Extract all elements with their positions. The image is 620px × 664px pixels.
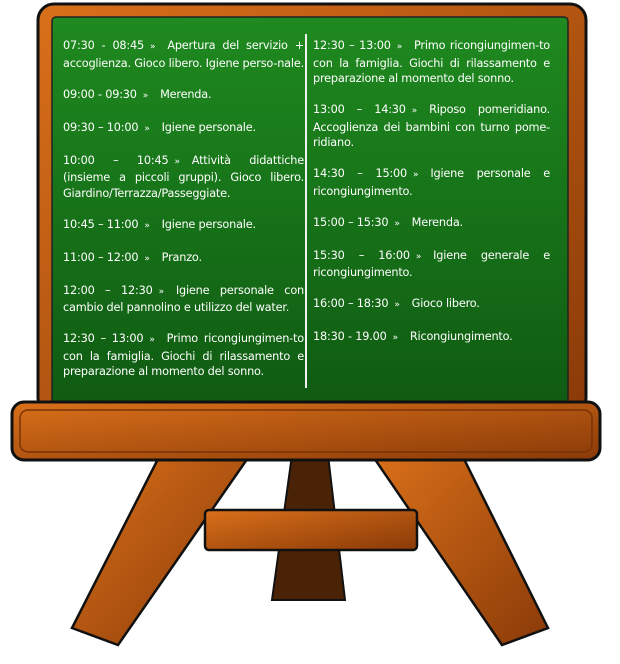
activity: Igiene personale. xyxy=(161,217,256,231)
schedule-entry: 18:30 - 19.00 » Ricongiungimento. xyxy=(313,329,550,347)
activity: Attività didattiche (insieme a piccoli g… xyxy=(63,153,305,200)
arrow-icon: » xyxy=(144,220,150,231)
arrow-icon: » xyxy=(149,335,155,345)
crossbar xyxy=(203,508,419,552)
schedule-entry: 15:30 – 16:00 » Igiene generale e ricongiu… xyxy=(313,248,550,281)
schedule-entry: 07:30 - 08:45 » Apertura del servizio + ac… xyxy=(63,38,304,71)
time-range: 12:30 – 13:00 xyxy=(313,39,391,52)
time-range: 10:45 – 11:00 xyxy=(63,217,139,231)
activity: Igiene personale e ricongiungimento. xyxy=(313,167,550,198)
arrow-icon: » xyxy=(174,156,180,167)
schedule-entry: 15:00 – 15:30 » Merenda. xyxy=(313,215,550,233)
schedule-entry: 13:00 – 14:30 » Riposo pomeridiano. Accogl… xyxy=(313,102,550,151)
schedule-right-column: 12:30 – 13:00» Primo ricongiungimen-to co… xyxy=(313,38,550,362)
arrow-icon: » xyxy=(394,218,400,229)
arrow-icon: » xyxy=(144,253,150,264)
time-range: 10:00 – 10:45 xyxy=(63,153,169,167)
schedule-entry: 16:00 – 18:30 » Gioco libero. xyxy=(313,296,550,314)
activity: Apertura del servizio + accoglienza. Gio… xyxy=(63,39,304,70)
activity: Merenda. xyxy=(160,87,212,101)
arrow-icon: » xyxy=(411,106,418,116)
time-range: 07:30 - 08:45 xyxy=(63,39,144,52)
schedule-left-column: 07:30 - 08:45» Apertura del servizio + ac… xyxy=(63,38,304,395)
time-range: 14:30 – 15:00 xyxy=(313,167,408,180)
arrow-icon: » xyxy=(413,170,419,180)
schedule-entry: 14:30 – 15:00 » Igiene personale e ricongi… xyxy=(313,166,550,199)
activity: Ricongiungimento. xyxy=(409,330,513,343)
schedule-entry: 09:30 – 10:00 » Igiene personale. xyxy=(63,120,304,138)
schedule-entry: 12:00 – 12:30 » Igiene personale con cambi… xyxy=(63,283,304,316)
arrow-icon: » xyxy=(396,42,403,52)
schedule-entry: 12:30 – 13:00 » Primo ricongiungimen-to co… xyxy=(313,38,550,87)
column-divider xyxy=(305,34,307,388)
arrow-icon: » xyxy=(158,286,165,297)
arrow-icon: » xyxy=(415,251,422,262)
schedule-entry: 10:45 – 11:00 » Igiene personale. xyxy=(63,217,304,235)
activity: Primo ricongiungimen-to con la famiglia.… xyxy=(313,39,551,85)
time-range: 13:00 – 14:30 xyxy=(313,103,406,116)
schedule-entry: 10:00 – 10:45 » Attività didattiche (insie… xyxy=(63,153,304,202)
activity: Riposo pomeridiano. Accoglienza dei bamb… xyxy=(313,103,550,149)
time-range: 12:00 – 12:30 xyxy=(63,283,153,297)
activity: Igiene personale con cambio del pannolin… xyxy=(63,283,304,315)
activity: Igiene personale. xyxy=(161,120,256,134)
chalk-tray xyxy=(10,400,602,462)
activity: Merenda. xyxy=(411,215,463,229)
arrow-icon: » xyxy=(394,300,400,310)
arrow-icon: » xyxy=(142,90,149,101)
time-range: 15:00 – 15:30 xyxy=(313,215,389,229)
activity: Gioco libero. xyxy=(411,297,480,310)
time-range: 11:00 – 12:00 xyxy=(63,250,139,264)
arrow-icon: » xyxy=(144,123,150,134)
time-range: 18:30 - 19.00 xyxy=(313,330,387,343)
activity: Pranzo. xyxy=(161,250,202,264)
schedule-entry: 12:30 – 13:00 » Primo ricongiungimen-to co… xyxy=(63,331,304,380)
activity: Primo ricongiungimen-to con la famiglia.… xyxy=(63,332,304,378)
time-range: 09:00 - 09:30 xyxy=(63,87,137,101)
arrow-icon: » xyxy=(392,333,399,343)
schedule-entry: 11:00 – 12:00 » Pranzo. xyxy=(63,250,304,268)
time-range: 09:30 – 10:00 xyxy=(63,120,139,134)
activity: Igiene generale e ricongiungimento. xyxy=(313,248,551,280)
time-range: 12:30 – 13:00 xyxy=(63,332,144,345)
schedule-entry: 09:00 - 09:30 » Merenda. xyxy=(63,87,304,105)
time-range: 15:30 – 16:00 xyxy=(313,248,410,262)
arrow-icon: » xyxy=(150,42,156,52)
time-range: 16:00 – 18:30 xyxy=(313,297,389,310)
